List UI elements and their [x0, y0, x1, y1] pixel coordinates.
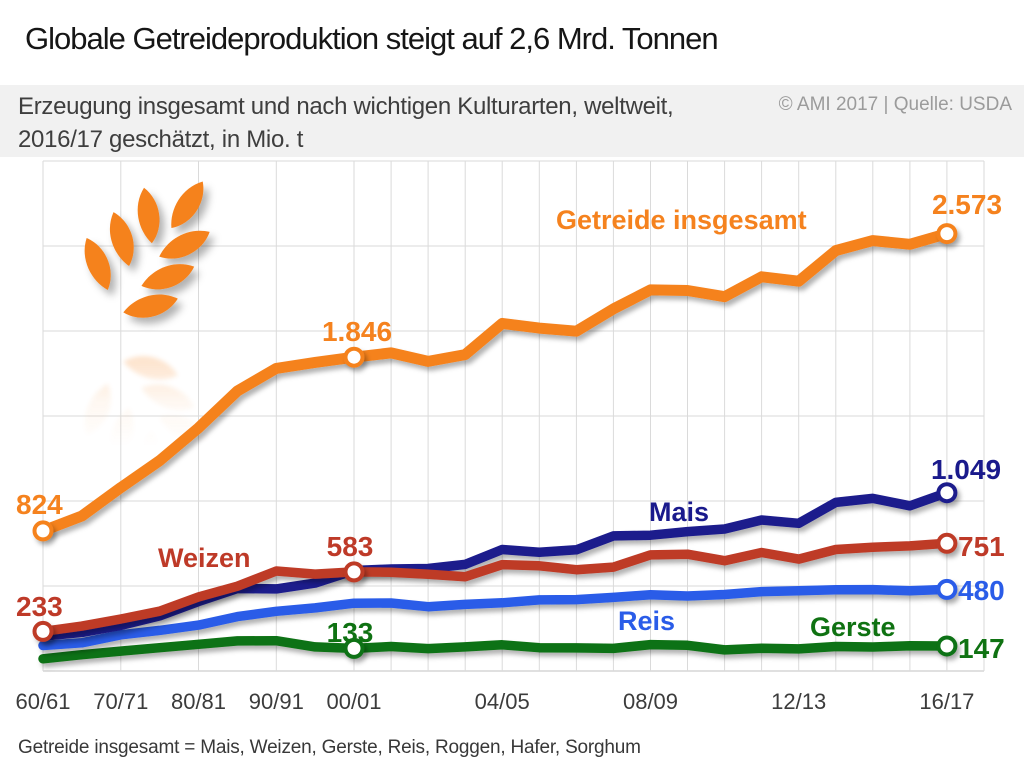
- footnote: Getreide insgesamt = Mais, Weizen, Gerst…: [18, 737, 641, 758]
- series-line-reis: [38, 584, 952, 651]
- marker-getreide-insgesamt-60-61: [32, 520, 54, 542]
- value-label-weizen-16-17: 751: [958, 531, 1005, 562]
- copyright-source: © AMI 2017 | Quelle: USDA: [778, 94, 1012, 115]
- series-label-mais: Mais: [649, 497, 709, 527]
- value-label-getreide-insgesamt-00-01: 1.846: [322, 316, 392, 347]
- marker-reis-16-17: [936, 578, 958, 600]
- x-tick-60-61: 60/61: [15, 689, 70, 714]
- series-line-weizen: [38, 538, 952, 637]
- series-line-gerste: [38, 635, 952, 664]
- marker-getreide-insgesamt-00-01: [343, 346, 365, 368]
- value-label-getreide-insgesamt-16-17: 2.573: [932, 189, 1002, 220]
- marker-gerste-16-17: [936, 635, 958, 657]
- x-tick-90-91: 90/91: [249, 689, 304, 714]
- marker-mais-16-17: [936, 482, 958, 504]
- series-label-weizen: Weizen: [158, 543, 251, 573]
- x-tick-04-05: 04/05: [475, 689, 530, 714]
- subtitle-line-2: 2016/17 geschätzt, in Mio. t: [18, 126, 304, 153]
- value-label-weizen-00-01: 583: [327, 531, 374, 562]
- x-tick-16-17: 16/17: [919, 689, 974, 714]
- chart-subtitle: Erzeugung insgesamt und nach wichtigen K…: [18, 90, 674, 156]
- value-label-weizen-60-61: 233: [16, 591, 63, 622]
- value-label-gerste-00-01: 133: [327, 617, 374, 648]
- x-tick-00-01: 00/01: [326, 689, 381, 714]
- page-title: Globale Getreideproduktion steigt auf 2,…: [25, 21, 719, 56]
- series-line-getreide-insgesamt: [37, 228, 953, 537]
- x-tick-80-81: 80/81: [171, 689, 226, 714]
- value-label-mais-16-17: 1.049: [931, 454, 1001, 485]
- x-tick-08-09: 08/09: [623, 689, 678, 714]
- value-label-reis-16-17: 480: [958, 575, 1005, 606]
- data-labels: 824 1.846 2.573 233 583 751 1.049 480 133 147 Getr…: [16, 189, 1005, 664]
- marker-weizen-00-01: [343, 561, 365, 583]
- series-label-getreide-insgesamt: Getreide insgesamt: [556, 205, 807, 235]
- value-label-getreide-insgesamt-60-61: 824: [16, 489, 63, 520]
- x-axis-labels: 60/61 70/71 80/81 90/91 00/01 04/05 08/09 12/13…: [15, 689, 974, 714]
- series-lines: [37, 228, 953, 664]
- subtitle-line-1: Erzeugung insgesamt und nach wichtigen K…: [18, 93, 674, 120]
- wheat-ear-reflection: [57, 329, 252, 530]
- data-markers: [32, 223, 958, 659]
- x-tick-70-71: 70/71: [93, 689, 148, 714]
- value-label-gerste-16-17: 147: [958, 633, 1005, 664]
- series-label-gerste: Gerste: [810, 612, 896, 642]
- subtitle-band: Erzeugung insgesamt und nach wichtigen K…: [0, 85, 1024, 157]
- marker-gerste-00-01: [343, 637, 365, 659]
- marker-weizen-16-17: [936, 532, 958, 554]
- marker-weizen-60-61: [32, 620, 54, 642]
- series-label-reis: Reis: [618, 606, 675, 636]
- x-tick-12-13: 12/13: [771, 689, 826, 714]
- wheat-ear-icon: [57, 144, 252, 530]
- marker-getreide-insgesamt-16-17: [936, 223, 958, 245]
